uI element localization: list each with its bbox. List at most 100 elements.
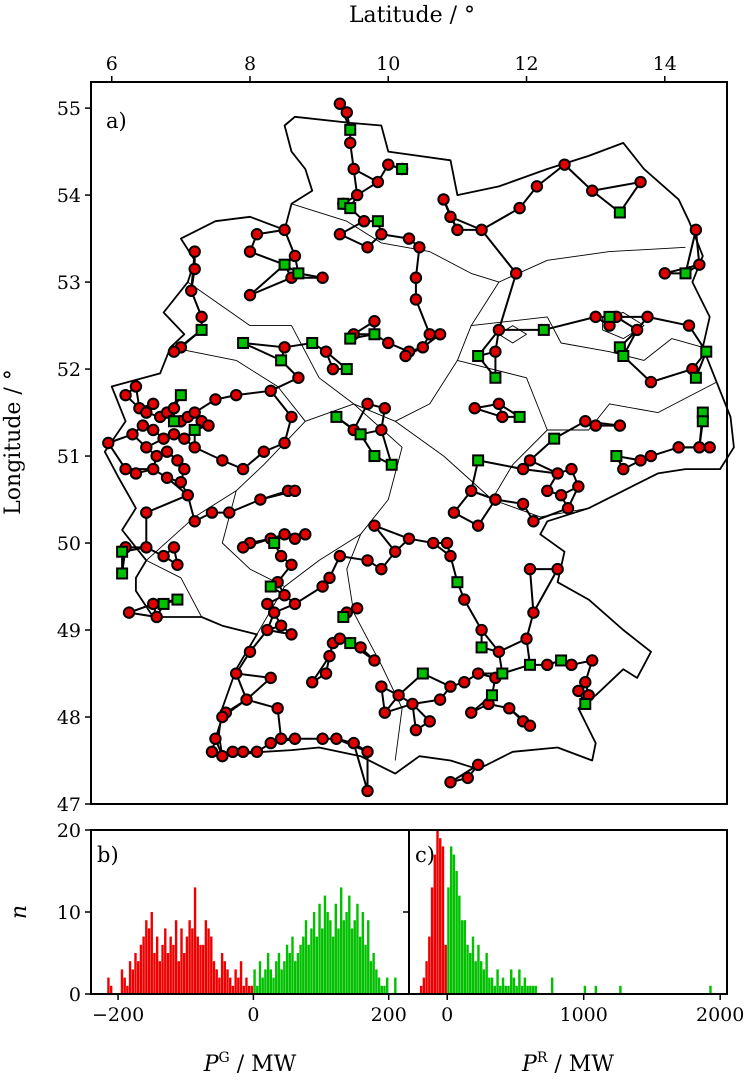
generator-node xyxy=(489,371,502,384)
consumer-node xyxy=(693,441,706,454)
generator-node xyxy=(340,363,353,376)
consumer-node xyxy=(350,602,364,615)
consumer-node xyxy=(167,541,181,554)
consumer-node xyxy=(278,223,291,237)
histogram-bar xyxy=(312,912,316,994)
histogram-bar xyxy=(153,953,156,994)
map-y-axis-title: Longitude / ° xyxy=(1,369,26,515)
histogram-bar xyxy=(348,895,351,994)
generator-node xyxy=(195,323,208,336)
y-tick-label: 54 xyxy=(57,185,81,207)
generator-node xyxy=(451,576,464,589)
consumer-node xyxy=(274,732,288,745)
histogram-bar xyxy=(164,928,167,994)
consumer-node xyxy=(326,362,340,376)
histogram-bar xyxy=(466,944,469,994)
consumer-node xyxy=(333,632,347,645)
histogram-bar xyxy=(377,977,381,994)
generator-node xyxy=(237,336,250,349)
histogram-bar xyxy=(210,936,213,994)
histogram-bar xyxy=(291,936,294,994)
histogram-bar xyxy=(293,961,297,994)
histogram-bar xyxy=(172,944,175,994)
state-border-11 xyxy=(498,325,527,344)
consumer-node xyxy=(409,723,423,737)
x-tick-label: 2000 xyxy=(696,1004,744,1026)
histogram-bar xyxy=(134,953,137,994)
consumer-node xyxy=(368,654,381,667)
generator-node xyxy=(306,336,319,349)
consumer-node xyxy=(644,449,658,463)
histogram-bar xyxy=(285,944,289,994)
hist-panel-c: 0 1000 2000 c) PR / MW xyxy=(403,829,744,1077)
state-border-5 xyxy=(457,359,717,431)
consumer-node xyxy=(523,562,537,576)
consumer-node xyxy=(503,702,516,715)
consumer-node xyxy=(292,371,305,384)
consumer-node xyxy=(375,680,388,693)
consumer-node xyxy=(461,771,474,785)
consumer-node xyxy=(520,632,533,645)
panel-a-tag: a) xyxy=(106,109,127,133)
consumer-node xyxy=(458,593,471,606)
generator-node xyxy=(278,258,291,271)
consumer-node xyxy=(119,388,132,402)
histogram-bar xyxy=(529,985,532,994)
generator-node xyxy=(485,689,498,702)
generator-node xyxy=(613,206,626,219)
histogram-bar xyxy=(515,985,518,994)
y-tick-label: 0 xyxy=(69,984,81,1006)
consumer-node xyxy=(527,606,540,619)
consumer-node xyxy=(451,223,464,237)
consumer-node xyxy=(513,201,526,215)
grid-edge xyxy=(481,207,521,231)
histogram-bar xyxy=(447,887,450,994)
hist-panel-b: −200 0 200 0 10 20 b) n PG / MW xyxy=(7,820,410,1077)
histogram-bar xyxy=(245,977,248,994)
generator-node xyxy=(275,354,288,367)
consumer-node xyxy=(319,667,333,680)
consumer-node xyxy=(250,228,264,241)
histogram-bar xyxy=(177,961,181,994)
consumer-node xyxy=(319,345,333,358)
consumer-node xyxy=(140,441,153,454)
grid-edge xyxy=(352,742,369,792)
consumer-node xyxy=(347,736,360,750)
consumer-node xyxy=(181,488,194,502)
consumer-node xyxy=(167,345,181,358)
histogram-bar xyxy=(207,928,210,994)
histogram-bar xyxy=(583,985,587,994)
consumer-node xyxy=(572,480,585,493)
histogram-bar xyxy=(477,944,480,994)
histogram-bar xyxy=(439,838,442,994)
consumer-node xyxy=(530,180,544,193)
consumer-node xyxy=(492,323,506,337)
histogram-bar xyxy=(449,846,453,994)
consumer-node xyxy=(147,462,160,476)
consumer-node xyxy=(136,419,150,432)
histogram-bar xyxy=(504,985,507,994)
state-border-1 xyxy=(187,281,500,422)
consumer-node xyxy=(617,462,630,476)
consumer-node xyxy=(641,310,654,324)
consumer-node xyxy=(209,732,222,745)
map-panel: 6 8 10 12 14 47 48 49 50 51 52 53 54 55 a) Latitude /… xyxy=(1,3,735,816)
histogram-bar xyxy=(460,920,464,994)
histogram-bar xyxy=(507,985,510,994)
histogram-bar xyxy=(158,961,162,994)
y-tick-label: 20 xyxy=(57,820,81,842)
consumer-node xyxy=(274,619,288,632)
consumer-node xyxy=(613,419,627,432)
histogram-bar xyxy=(304,920,308,994)
panel-b-tag: b) xyxy=(97,843,119,867)
histogram-bar xyxy=(361,912,365,994)
generator-node xyxy=(475,641,488,654)
consumer-node xyxy=(703,441,716,454)
consumer-node xyxy=(223,506,236,519)
consumer-node xyxy=(382,158,395,171)
histogram-bar xyxy=(488,977,491,994)
histogram-bar xyxy=(380,985,383,994)
histogram-bar xyxy=(425,961,428,994)
grid-edge xyxy=(563,163,593,192)
histogram-bar xyxy=(518,969,521,994)
